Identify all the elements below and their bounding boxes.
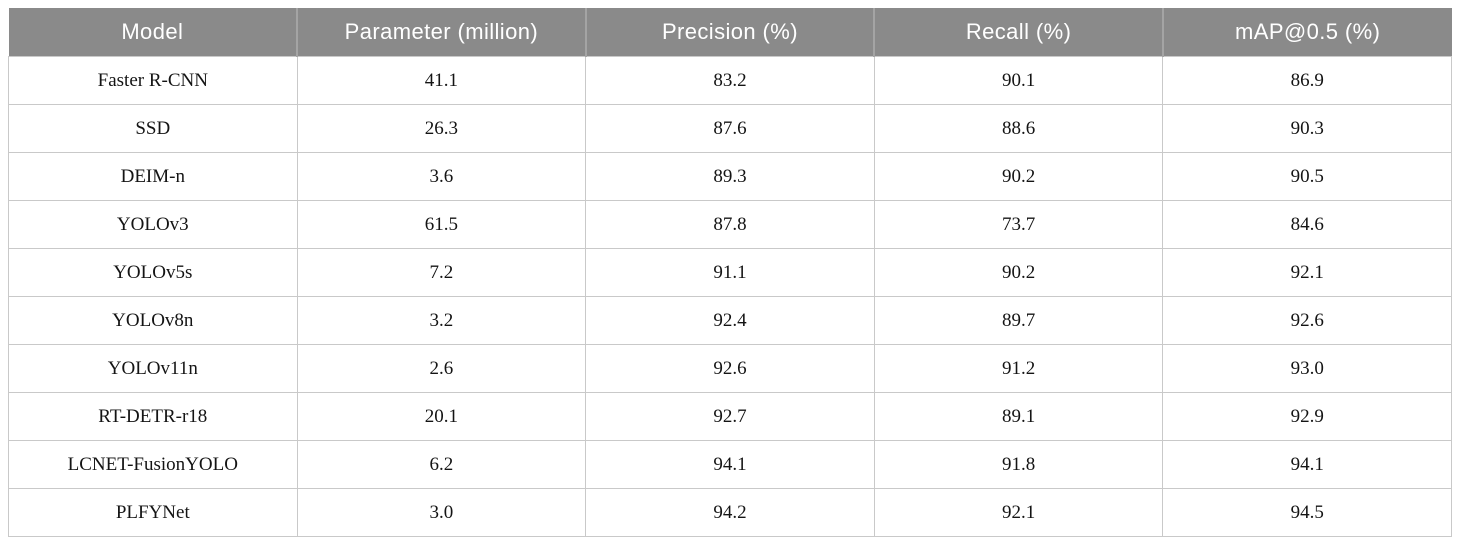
cell-parameter: 20.1	[296, 392, 587, 441]
cell-parameter: 3.2	[296, 296, 587, 345]
column-header-precision: Precision (%)	[584, 8, 875, 57]
table-body: Faster R-CNN 41.1 83.2 90.1 86.9 SSD 26.…	[8, 56, 1452, 537]
column-header-recall: Recall (%)	[873, 8, 1163, 57]
cell-recall: 89.1	[873, 392, 1164, 441]
cell-map05: 92.6	[1162, 296, 1452, 345]
cell-map05: 86.9	[1162, 56, 1452, 105]
cell-model: YOLOv11n	[8, 344, 298, 393]
cell-recall: 90.1	[873, 56, 1164, 105]
model-comparison-table: Model Parameter (million) Precision (%) …	[8, 8, 1452, 537]
column-header-model: Model	[8, 8, 298, 57]
cell-parameter: 3.6	[296, 152, 587, 201]
cell-model: YOLOv5s	[8, 248, 298, 297]
cell-parameter: 2.6	[296, 344, 587, 393]
cell-model: SSD	[8, 104, 298, 153]
table-row: YOLOv11n 2.6 92.6 91.2 93.0	[8, 344, 1452, 393]
cell-map05: 94.5	[1162, 488, 1452, 537]
table-row: RT-DETR-r18 20.1 92.7 89.1 92.9	[8, 392, 1452, 441]
table-row: SSD 26.3 87.6 88.6 90.3	[8, 104, 1452, 153]
cell-recall: 90.2	[873, 248, 1164, 297]
cell-model: RT-DETR-r18	[8, 392, 298, 441]
cell-model: YOLOv8n	[8, 296, 298, 345]
cell-recall: 89.7	[873, 296, 1164, 345]
cell-recall: 90.2	[873, 152, 1164, 201]
cell-precision: 92.7	[585, 392, 875, 441]
column-header-map05: mAP@0.5 (%)	[1161, 8, 1452, 57]
cell-map05: 90.3	[1162, 104, 1452, 153]
cell-precision: 87.6	[585, 104, 875, 153]
cell-map05: 92.1	[1162, 248, 1452, 297]
header-row: Model Parameter (million) Precision (%) …	[8, 8, 1452, 57]
cell-map05: 90.5	[1162, 152, 1452, 201]
cell-map05: 93.0	[1162, 344, 1452, 393]
cell-parameter: 26.3	[296, 104, 587, 153]
cell-recall: 91.8	[873, 440, 1164, 489]
table-row: YOLOv3 61.5 87.8 73.7 84.6	[8, 200, 1452, 249]
column-header-parameter: Parameter (million)	[296, 8, 586, 57]
cell-recall: 91.2	[873, 344, 1164, 393]
cell-parameter: 41.1	[296, 56, 587, 105]
cell-model: Faster R-CNN	[8, 56, 298, 105]
cell-map05: 84.6	[1162, 200, 1452, 249]
cell-model: LCNET-FusionYOLO	[8, 440, 298, 489]
cell-parameter: 6.2	[296, 440, 587, 489]
cell-precision: 83.2	[585, 56, 875, 105]
cell-precision: 94.1	[585, 440, 875, 489]
table-row: DEIM-n 3.6 89.3 90.2 90.5	[8, 152, 1452, 201]
cell-model: DEIM-n	[8, 152, 298, 201]
cell-parameter: 61.5	[296, 200, 587, 249]
cell-parameter: 7.2	[296, 248, 587, 297]
cell-model: PLFYNet	[8, 488, 298, 537]
table-row: Faster R-CNN 41.1 83.2 90.1 86.9	[8, 56, 1452, 105]
cell-precision: 94.2	[585, 488, 875, 537]
cell-recall: 73.7	[873, 200, 1164, 249]
cell-precision: 89.3	[585, 152, 875, 201]
cell-precision: 91.1	[585, 248, 875, 297]
cell-precision: 92.6	[585, 344, 875, 393]
cell-map05: 94.1	[1162, 440, 1452, 489]
cell-recall: 88.6	[873, 104, 1164, 153]
cell-precision: 87.8	[585, 200, 875, 249]
table-header: Model Parameter (million) Precision (%) …	[8, 8, 1452, 57]
table-row: YOLOv8n 3.2 92.4 89.7 92.6	[8, 296, 1452, 345]
cell-recall: 92.1	[873, 488, 1164, 537]
cell-precision: 92.4	[585, 296, 875, 345]
cell-map05: 92.9	[1162, 392, 1452, 441]
table-row: LCNET-FusionYOLO 6.2 94.1 91.8 94.1	[8, 440, 1452, 489]
table-row: PLFYNet 3.0 94.2 92.1 94.5	[8, 488, 1452, 537]
cell-parameter: 3.0	[296, 488, 587, 537]
cell-model: YOLOv3	[8, 200, 298, 249]
table-row: YOLOv5s 7.2 91.1 90.2 92.1	[8, 248, 1452, 297]
